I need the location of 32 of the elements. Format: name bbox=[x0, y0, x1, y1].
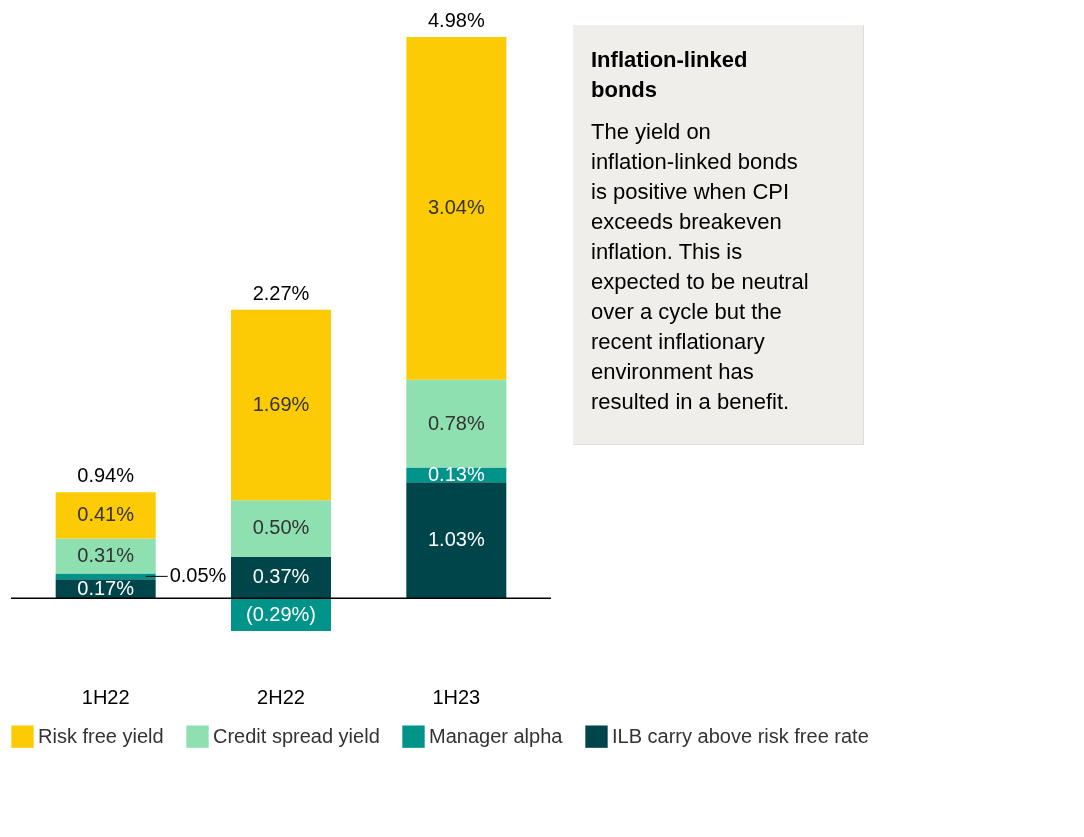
data-label: 0.05% bbox=[169, 564, 227, 587]
data-label: 0.78% bbox=[427, 411, 485, 434]
x-tick-label: 1H23 bbox=[432, 685, 481, 708]
data-label: 0.37% bbox=[252, 565, 310, 588]
bar bbox=[55, 492, 156, 539]
x-tick-label: 1H22 bbox=[81, 685, 130, 708]
legend-label: Credit spread yield bbox=[213, 724, 380, 747]
data-label: 0.17% bbox=[77, 576, 135, 599]
bar bbox=[231, 309, 331, 501]
bar bbox=[231, 556, 331, 599]
text: Inflation-linked bonds bbox=[591, 47, 748, 102]
data-label: 0.41% bbox=[77, 503, 135, 526]
bar bbox=[406, 482, 507, 599]
bar bbox=[406, 36, 507, 380]
data-label: 3.04% bbox=[427, 196, 485, 219]
bar bbox=[55, 538, 156, 574]
text: The yield on inflation-linked bonds is positive when CPI exceeds breakeven inflation. This is expected to be neutral over a cycle but the recent inflationary environment has resulted in a benefit. bbox=[591, 119, 809, 414]
legend-label: Risk free yield bbox=[38, 724, 164, 747]
data-label: 0.13% bbox=[427, 462, 485, 485]
legend-label: Manager alpha bbox=[429, 724, 564, 747]
total-label: 2.27% bbox=[252, 281, 310, 304]
legend-label: ILB carry above risk free rate bbox=[612, 724, 869, 747]
bar bbox=[231, 500, 331, 557]
total-label: 0.94% bbox=[77, 464, 135, 487]
data-label: (0.29%) bbox=[245, 602, 317, 625]
x-tick-label: 2H22 bbox=[257, 685, 305, 708]
bar bbox=[406, 379, 507, 468]
data-label: 0.50% bbox=[252, 516, 310, 539]
total-label: 4.98% bbox=[427, 8, 485, 31]
data-label: 1.03% bbox=[427, 528, 485, 551]
data-label: 0.31% bbox=[77, 544, 135, 567]
data-label: 1.69% bbox=[252, 392, 310, 415]
